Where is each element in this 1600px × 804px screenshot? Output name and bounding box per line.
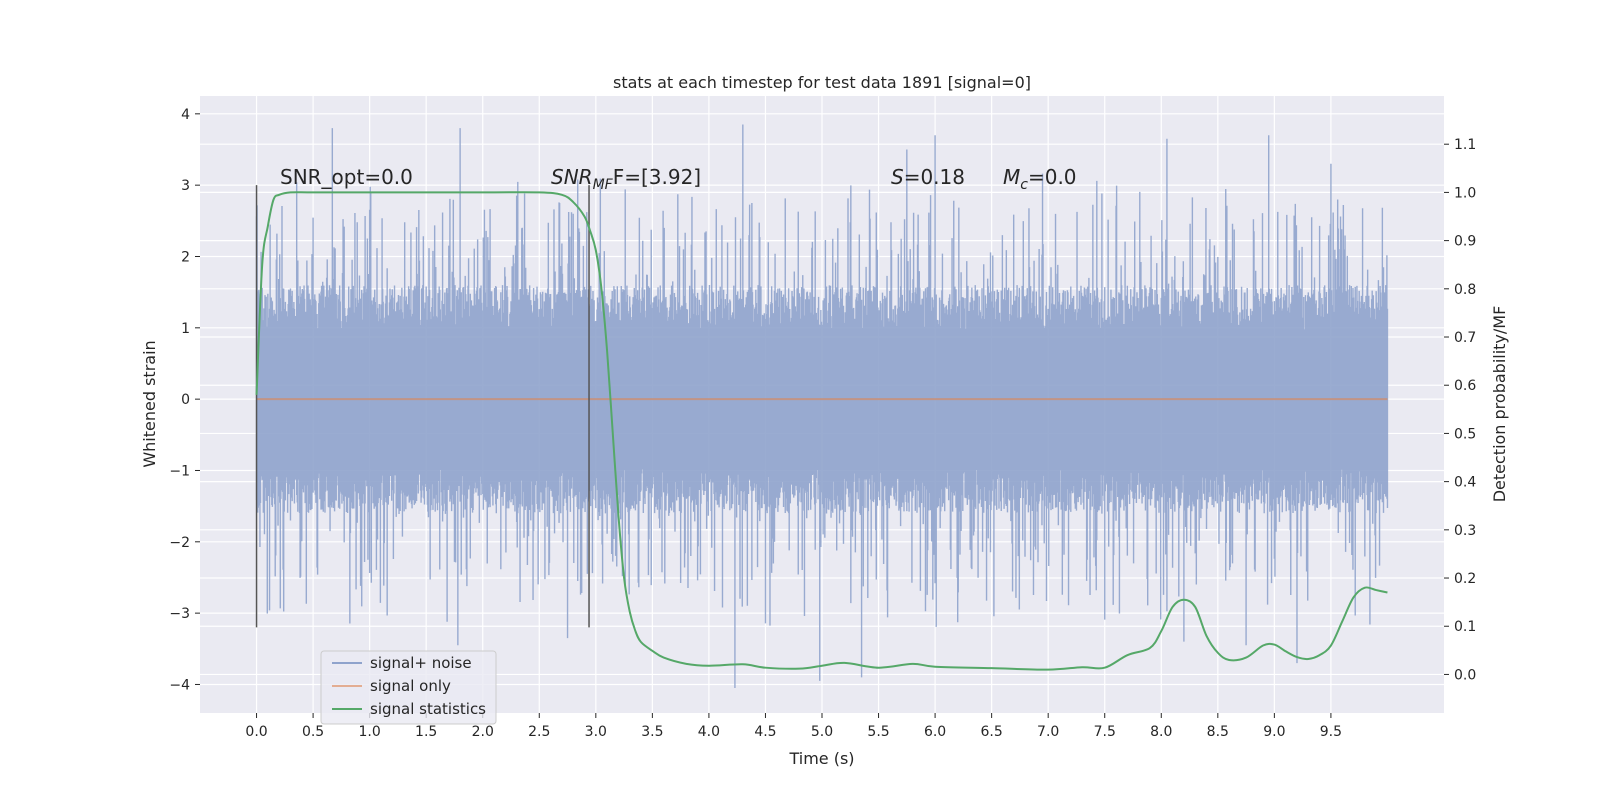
annotation-snr-opt: SNR_opt=0.0	[280, 165, 413, 189]
y-axis-left-label: Whitened strain	[140, 340, 159, 467]
y-left-tick-label: 3	[181, 178, 190, 194]
y-left-tick-label: −1	[169, 463, 190, 479]
x-tick-label: 4.0	[698, 724, 720, 740]
legend-label-signal-only: signal only	[370, 677, 451, 695]
x-tick-label: 2.0	[472, 724, 494, 740]
x-tick-label: 6.5	[981, 724, 1003, 740]
signal-statistics-line	[255, 191, 1388, 671]
x-axis-label: Time (s)	[788, 749, 854, 768]
y-left-tick-label: 0	[181, 392, 190, 408]
y-left-tick-label: −4	[169, 677, 190, 693]
y-right-tick-label: 0.8	[1454, 282, 1476, 298]
annotation-snr-mf-suffix: F=[3.92]	[613, 165, 701, 189]
x-tick-label: 3.5	[641, 724, 663, 740]
x-tick-label: 8.0	[1150, 724, 1172, 740]
y-left-tick-label: 1	[181, 321, 190, 337]
series-signal-statistics	[255, 191, 1388, 671]
y-right-tick-label: 1.1	[1454, 137, 1476, 153]
y-left-tick-label: 2	[181, 249, 190, 265]
x-tick-label: 8.5	[1207, 724, 1229, 740]
y-right-tick-label: 0.3	[1454, 523, 1476, 539]
x-tick-label: 6.0	[924, 724, 946, 740]
x-tick-label: 5.0	[811, 724, 833, 740]
x-tick-label: 9.5	[1320, 724, 1342, 740]
annotation-s-suffix: =0.18	[904, 165, 965, 189]
y-left-tick-label: −3	[169, 606, 190, 622]
x-tick-label: 4.5	[754, 724, 776, 740]
legend: signal+ noise signal only signal statist…	[320, 650, 497, 725]
x-tick-label: 0.5	[302, 724, 324, 740]
x-tick-label: 9.0	[1263, 724, 1285, 740]
annotation-s-main: S	[891, 165, 904, 189]
y-axis-right-label: Detection probability/MF	[1490, 306, 1509, 503]
annotation-snr-mf-sub: MF	[593, 177, 614, 193]
annotation-mc-suffix: =0.0	[1028, 165, 1077, 189]
chart-title: stats at each timestep for test data 189…	[613, 73, 1031, 92]
annotation-snr-mf-main: SNR	[551, 165, 593, 189]
annotation-snr-mf: SNRMFF=[3.92]	[551, 165, 701, 193]
y-right-tick-label: 0.4	[1454, 475, 1476, 491]
y-right-tick-label: 0.1	[1454, 619, 1476, 635]
y-left-tick-label: −2	[169, 535, 190, 551]
x-tick-label: 1.0	[359, 724, 381, 740]
legend-box	[320, 650, 497, 725]
y-left-tick-label: 4	[181, 107, 190, 123]
annotation-mc-sub: c	[1020, 177, 1028, 193]
x-tick-label: 1.5	[415, 724, 437, 740]
x-tick-label: 5.5	[867, 724, 889, 740]
annotation-mc-main: M	[1003, 165, 1020, 189]
y-right-tick-label: 0.2	[1454, 571, 1476, 587]
y-right-tick-label: 0.6	[1454, 378, 1476, 394]
annotation-mc: Mc=0.0	[1003, 165, 1077, 193]
x-tick-label: 3.0	[585, 724, 607, 740]
x-tick-label: 0.0	[245, 724, 267, 740]
y-right-tick-label: 0.0	[1454, 667, 1476, 683]
y-right-tick-label: 0.7	[1454, 330, 1476, 346]
vertical-markers	[255, 185, 590, 628]
legend-label-signal-statistics: signal statistics	[370, 700, 486, 718]
annotation-s: S=0.18	[891, 165, 965, 189]
axis-ticks: 0.0 0.5 1.0 1.5 2.0 2.5 3.0 3.5 4.0 4.5 5.0 5.5 6.0 6…	[169, 107, 1476, 740]
y-right-tick-label: 0.5	[1454, 426, 1476, 442]
y-right-tick-label: 0.9	[1454, 234, 1476, 250]
x-tick-label: 2.5	[528, 724, 550, 740]
x-tick-label: 7.0	[1037, 724, 1059, 740]
x-tick-label: 7.5	[1094, 724, 1116, 740]
y-right-tick-label: 1.0	[1454, 185, 1476, 201]
legend-label-signal-noise: signal+ noise	[370, 654, 472, 672]
